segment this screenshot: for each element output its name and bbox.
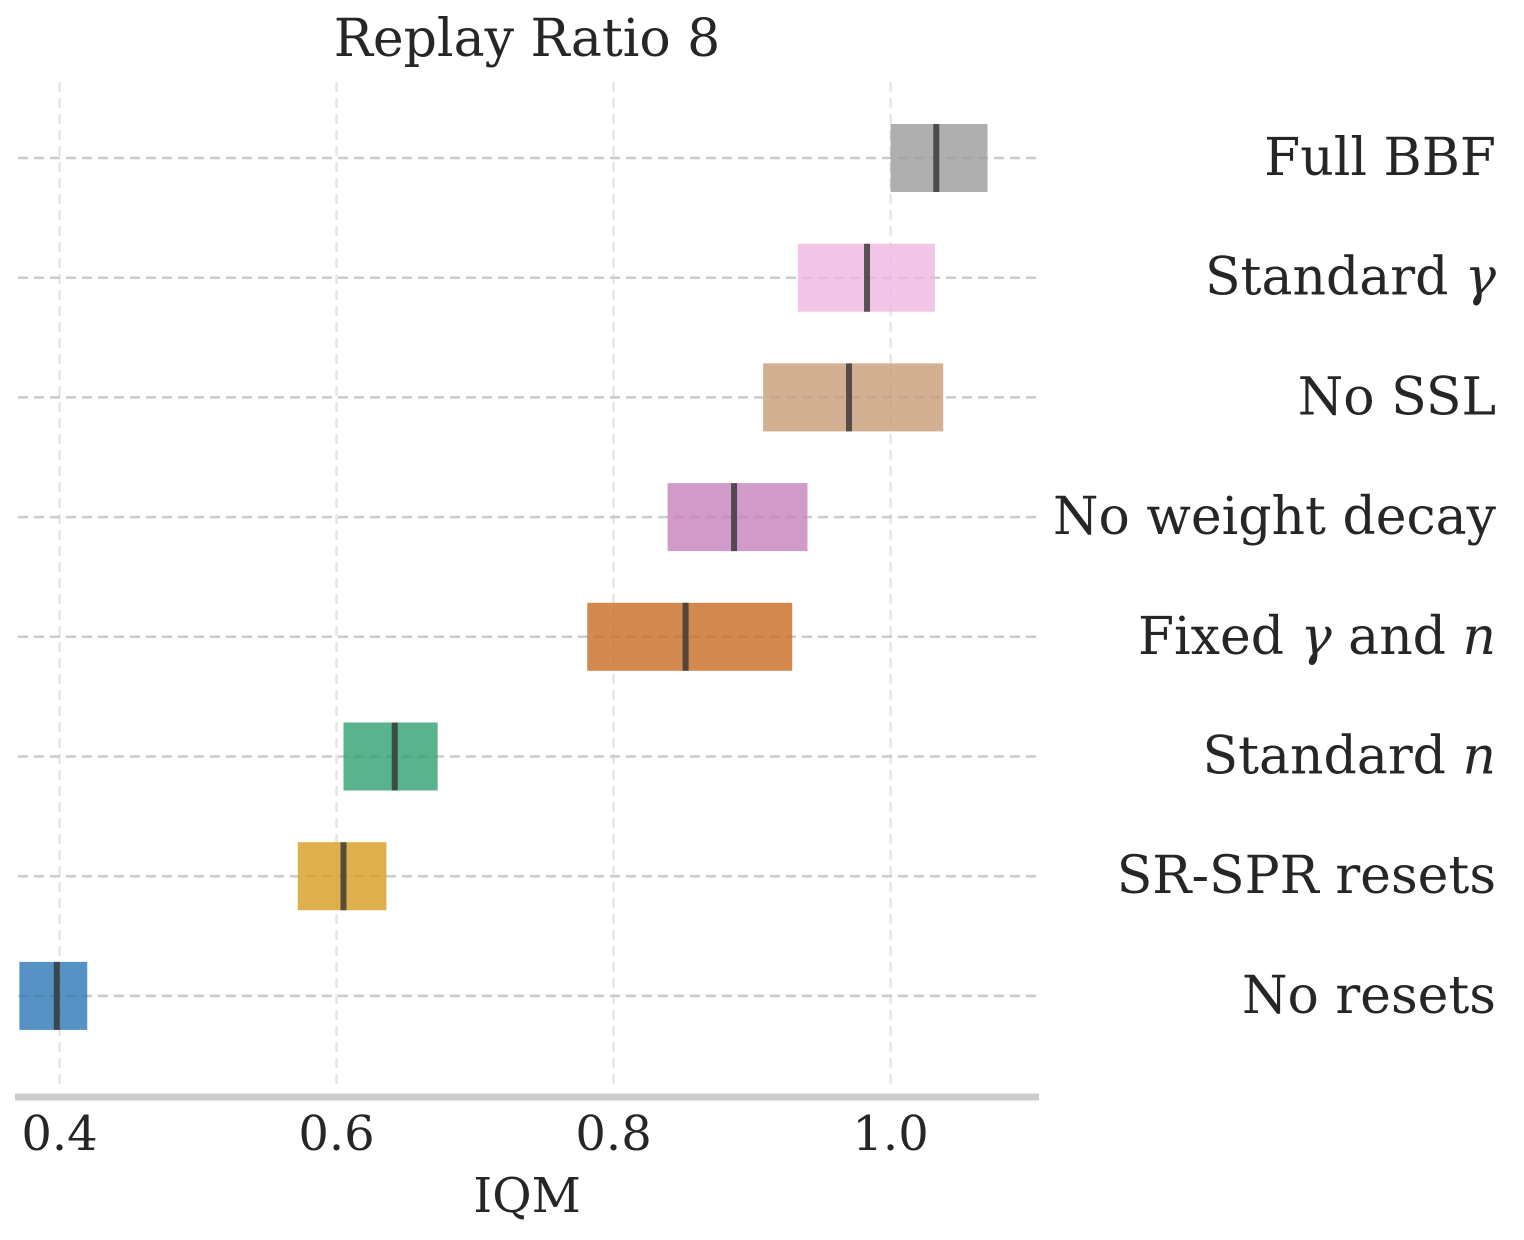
category-label: Full BBF xyxy=(1264,128,1496,188)
x-tick-labels: 0.4 0.6 0.8 1.0 xyxy=(21,1106,928,1162)
point-estimate-lines xyxy=(53,124,940,1030)
interval-bar xyxy=(19,961,88,1030)
category-label: No SSL xyxy=(1298,367,1496,427)
vertical-gridlines xyxy=(58,82,892,1085)
interval-bars xyxy=(19,124,988,1030)
x-tick-label: 0.4 xyxy=(21,1106,97,1162)
interval-bar xyxy=(667,483,808,552)
x-tick-label: 0.8 xyxy=(575,1106,651,1162)
x-axis-label: IQM xyxy=(473,1168,580,1224)
x-tick-label: 1.0 xyxy=(852,1106,928,1162)
category-label: SR-SPR resets xyxy=(1117,846,1496,906)
interval-bar xyxy=(343,722,438,791)
interval-bar xyxy=(763,363,944,432)
category-label: No weight decay xyxy=(1053,487,1497,547)
category-label: Standard n xyxy=(1203,727,1496,787)
chart-title: Replay Ratio 8 xyxy=(334,9,721,69)
category-label: No resets xyxy=(1242,966,1496,1026)
interval-bar xyxy=(587,602,793,671)
category-labels: Full BBF Standard γ No SSL No weight decay F… xyxy=(1053,128,1497,1026)
x-tick-label: 0.6 xyxy=(298,1106,374,1162)
category-label: Fixed γ and n xyxy=(1138,607,1496,667)
category-label: Standard γ xyxy=(1205,248,1497,308)
